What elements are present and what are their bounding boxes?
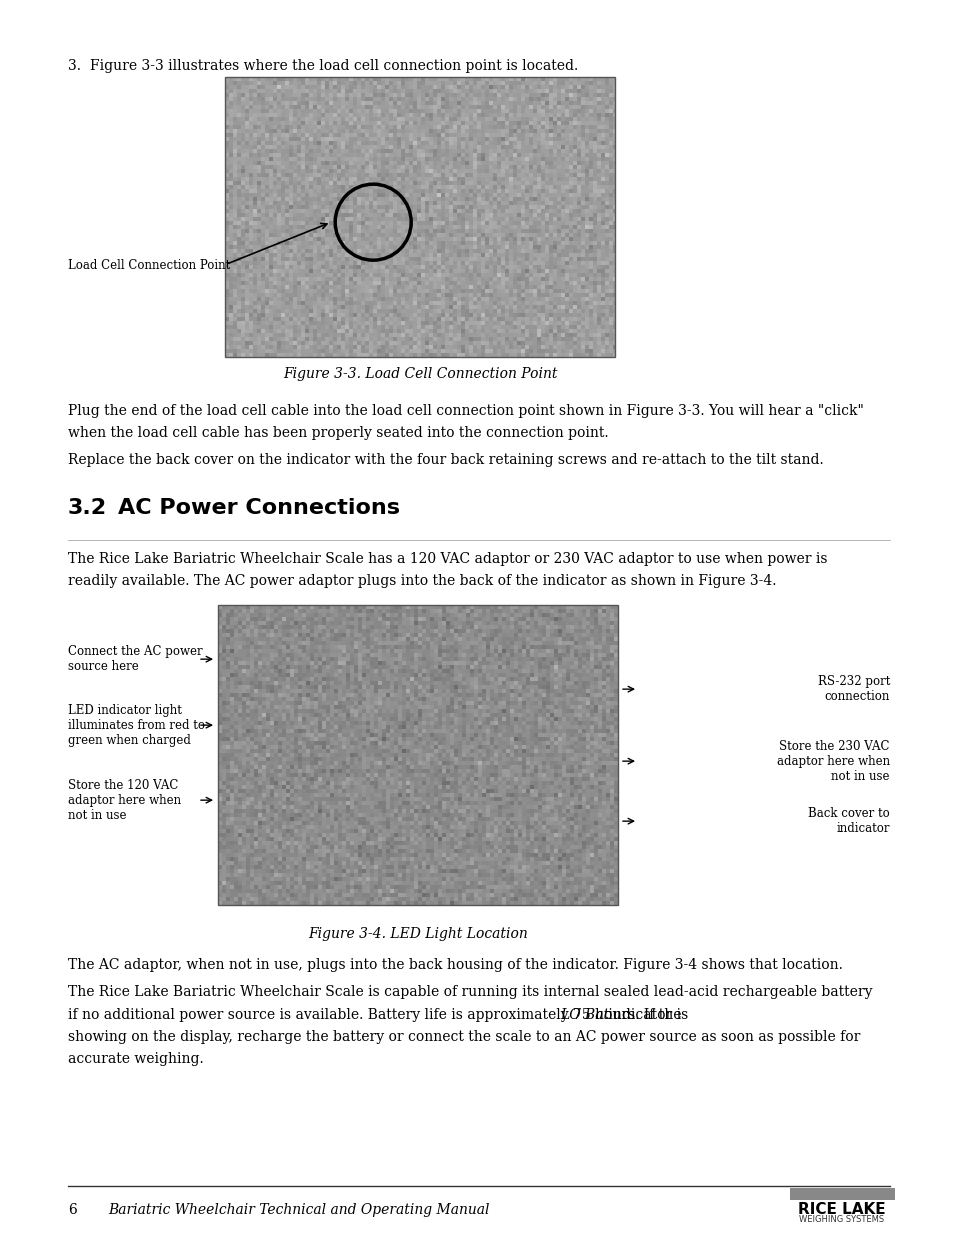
Text: Store the 230 VAC
adaptor here when
not in use: Store the 230 VAC adaptor here when not … [776,740,889,783]
Text: LO Bat: LO Bat [559,1008,608,1021]
Text: if no additional power source is available. Battery life is approximately 75 hou: if no additional power source is availab… [68,1008,685,1021]
Text: indicator is: indicator is [603,1008,687,1021]
Text: Load Cell Connection Point: Load Cell Connection Point [68,259,230,273]
Text: RICE LAKE: RICE LAKE [798,1202,885,1216]
Text: 3.: 3. [68,59,81,73]
Text: Replace the back cover on the indicator with the four back retaining screws and : Replace the back cover on the indicator … [68,453,822,467]
Text: Back cover to
indicator: Back cover to indicator [807,808,889,835]
Text: The Rice Lake Bariatric Wheelchair Scale has a 120 VAC adaptor or 230 VAC adapto: The Rice Lake Bariatric Wheelchair Scale… [68,552,826,566]
Text: Connect the AC power
source here: Connect the AC power source here [68,645,202,673]
Text: showing on the display, recharge the battery or connect the scale to an AC power: showing on the display, recharge the bat… [68,1030,860,1044]
Text: Figure 3-3 illustrates where the load cell connection point is located.: Figure 3-3 illustrates where the load ce… [90,59,578,73]
Text: Figure 3-3. Load Cell Connection Point: Figure 3-3. Load Cell Connection Point [282,367,557,380]
Text: 6: 6 [68,1203,76,1216]
Text: The AC adaptor, when not in use, plugs into the back housing of the indicator. F: The AC adaptor, when not in use, plugs i… [68,958,842,972]
Text: Plug the end of the load cell cable into the load cell connection point shown in: Plug the end of the load cell cable into… [68,404,863,417]
Text: readily available. The AC power adaptor plugs into the back of the indicator as : readily available. The AC power adaptor … [68,574,776,588]
Text: LED indicator light
illuminates from red to
green when charged: LED indicator light illuminates from red… [68,704,205,747]
Text: 3.2: 3.2 [68,498,107,517]
Text: The Rice Lake Bariatric Wheelchair Scale is capable of running its internal seal: The Rice Lake Bariatric Wheelchair Scale… [68,986,872,999]
Bar [225,77,615,357]
Bar [789,1188,894,1200]
Text: WEIGHING SYSTEMS: WEIGHING SYSTEMS [799,1215,883,1224]
Text: accurate weighing.: accurate weighing. [68,1052,204,1066]
Text: AC Power Connections: AC Power Connections [118,498,399,517]
Text: Bariatric Wheelchair Technical and Operating Manual: Bariatric Wheelchair Technical and Opera… [108,1203,489,1216]
Bar [218,605,618,905]
Text: Store the 120 VAC
adaptor here when
not in use: Store the 120 VAC adaptor here when not … [68,778,181,821]
Text: RS-232 port
connection: RS-232 port connection [817,676,889,703]
Text: Figure 3-4. LED Light Location: Figure 3-4. LED Light Location [308,927,527,941]
Text: when the load cell cable has been properly seated into the connection point.: when the load cell cable has been proper… [68,426,608,440]
